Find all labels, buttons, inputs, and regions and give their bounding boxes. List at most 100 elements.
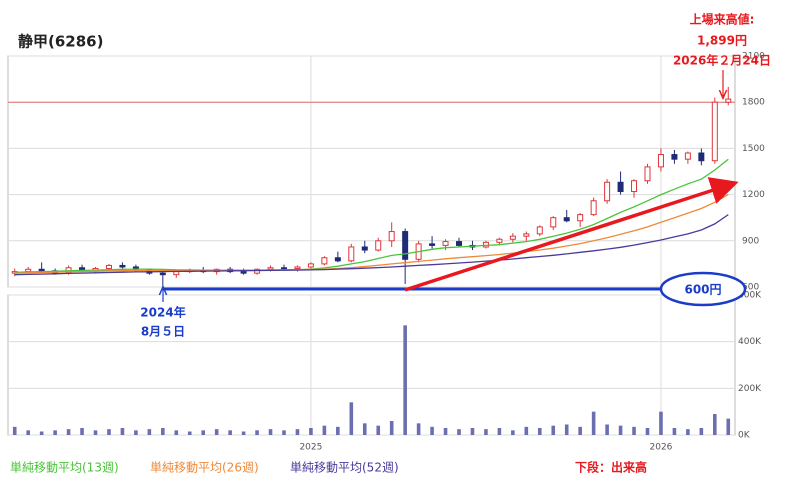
candle-body bbox=[604, 181, 611, 202]
volume-bar bbox=[686, 429, 690, 435]
y-tick-label: 1500 bbox=[742, 144, 765, 154]
volume-bar bbox=[80, 428, 84, 435]
candle-body bbox=[496, 238, 503, 243]
volume-bar bbox=[120, 428, 125, 435]
legend-entry: 単純移動平均(52週) bbox=[290, 461, 399, 475]
candle-body bbox=[698, 152, 705, 162]
volume-bar bbox=[187, 431, 192, 435]
volume-bar bbox=[470, 428, 475, 435]
moving-average bbox=[14, 194, 729, 274]
volume-bar bbox=[605, 424, 609, 435]
volume-bar bbox=[349, 402, 354, 435]
volume-bar bbox=[66, 429, 71, 435]
moving-average bbox=[14, 214, 729, 276]
volume-bar bbox=[511, 430, 515, 435]
volume-bar bbox=[537, 428, 542, 435]
y-tick-label: 900 bbox=[742, 236, 759, 246]
volume-bar bbox=[578, 426, 582, 435]
candle-body bbox=[254, 268, 261, 274]
candle-body bbox=[280, 267, 287, 270]
candle-body bbox=[429, 243, 436, 246]
volume-bar bbox=[241, 431, 246, 435]
volume-label: 下段：出来高 bbox=[575, 460, 647, 475]
volume-bar bbox=[376, 425, 381, 435]
chart-title: 静甲(6286) bbox=[18, 33, 103, 51]
volume-bar bbox=[416, 423, 421, 435]
high-note: 上場来高値: bbox=[690, 12, 755, 27]
candle-body bbox=[307, 263, 314, 268]
volume-bar bbox=[93, 430, 98, 435]
volume-bar bbox=[134, 430, 138, 435]
y-tick-label: 2100 bbox=[742, 52, 765, 62]
volume-bar bbox=[591, 411, 596, 435]
candle-body bbox=[536, 226, 543, 235]
volume-bar bbox=[295, 429, 300, 435]
y-tick-label: 1800 bbox=[742, 98, 765, 108]
low-note: 2024年 bbox=[140, 305, 185, 320]
volume-bar bbox=[726, 418, 731, 435]
volume-bar bbox=[174, 430, 179, 435]
candle-body bbox=[550, 217, 557, 228]
volume-bar bbox=[53, 430, 57, 435]
volume-bar bbox=[255, 430, 259, 435]
volume-bar bbox=[443, 428, 448, 435]
candle-body bbox=[402, 231, 409, 260]
volume-bar bbox=[457, 429, 461, 435]
x-tick-label: 2026 bbox=[650, 443, 673, 453]
high-note: 2026年２月24日 bbox=[673, 53, 771, 68]
trend-arrow bbox=[404, 177, 739, 292]
volume-bar bbox=[524, 426, 529, 435]
y-tick-label: 200K bbox=[738, 384, 762, 394]
volume-bar bbox=[362, 423, 367, 435]
x-tick-label: 2025 bbox=[299, 443, 322, 453]
volume-bar bbox=[430, 426, 434, 435]
candle-body bbox=[671, 154, 678, 160]
candle-body bbox=[388, 231, 395, 242]
candle-body bbox=[105, 264, 112, 270]
volume-bar bbox=[228, 430, 232, 435]
volume-bar bbox=[672, 428, 677, 435]
price-panel bbox=[7, 55, 736, 288]
candle-body bbox=[348, 246, 355, 262]
candle-body bbox=[321, 257, 328, 265]
y-tick-label: 400K bbox=[738, 337, 762, 347]
legend-entry: 単純移動平均(26週) bbox=[150, 461, 259, 475]
volume-bar bbox=[713, 414, 717, 435]
volume-panel bbox=[7, 294, 736, 436]
candle-body bbox=[684, 152, 691, 160]
candle-body bbox=[294, 266, 301, 270]
volume-bar bbox=[161, 428, 165, 435]
low-note: 8月５日 bbox=[141, 325, 185, 339]
candle-body bbox=[240, 271, 247, 274]
candle-body bbox=[590, 200, 597, 216]
candle-body bbox=[617, 181, 624, 193]
candle-body bbox=[523, 233, 530, 237]
candle-body bbox=[334, 257, 341, 262]
volume-bar bbox=[12, 426, 17, 435]
volume-bar bbox=[497, 428, 502, 435]
candle-body bbox=[456, 241, 463, 246]
candle-body bbox=[119, 264, 126, 268]
candle-body bbox=[711, 101, 718, 162]
candle-body bbox=[509, 235, 516, 240]
candle-body bbox=[361, 246, 368, 251]
candle-body bbox=[644, 166, 651, 182]
legend-entry: 単純移動平均(13週) bbox=[10, 461, 119, 475]
volume-bar bbox=[26, 430, 30, 435]
y-tick-label: 600 bbox=[742, 283, 759, 293]
support-ellipse bbox=[659, 271, 747, 307]
moving-average bbox=[14, 158, 729, 274]
volume-bar bbox=[268, 429, 273, 435]
volume-bar bbox=[403, 325, 407, 435]
plot-layer: 600 900 1200 1500 1800 2100 0K 200K 400K 600K 2025… bbox=[8, 52, 765, 475]
y-tick-label: 0K bbox=[738, 431, 751, 441]
high-note: 1,899円 bbox=[697, 34, 747, 48]
volume-bar bbox=[201, 430, 206, 435]
volume-bar bbox=[699, 428, 704, 435]
candle-body bbox=[631, 180, 638, 193]
volume-bar bbox=[659, 411, 663, 435]
candle-body bbox=[159, 272, 166, 276]
volume-bar bbox=[645, 428, 650, 435]
volume-bar bbox=[322, 425, 327, 435]
